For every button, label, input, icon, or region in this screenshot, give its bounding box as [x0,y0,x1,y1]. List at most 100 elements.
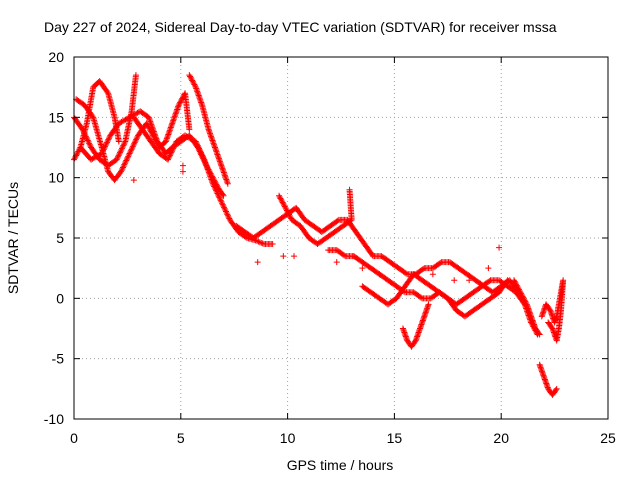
data-point [425,301,432,308]
data-point [220,202,227,209]
data-point [282,204,289,211]
y-tick-label: -10 [44,411,64,427]
data-point [115,153,122,160]
x-tick-label: 5 [177,430,185,446]
data-point [100,147,107,154]
data-point [190,80,197,87]
data-point [150,127,157,134]
data-point [179,168,186,175]
axis-ticks [73,56,609,420]
data-point [153,137,160,144]
data-point [147,120,154,127]
data-point [278,196,285,203]
data-point [211,183,218,190]
data-point [504,277,511,284]
data-point [119,144,126,151]
data-point [206,170,213,177]
data-point [204,165,211,172]
y-tick-label: 5 [56,230,64,246]
data-point [283,207,290,214]
data-point [199,152,206,159]
data-point [179,162,186,169]
data-point [179,95,186,102]
data-point [150,128,157,135]
data-point [253,238,260,245]
data-point [118,145,125,152]
data-point [82,133,89,140]
data-point [518,290,525,297]
data-point [103,140,110,147]
data-point [341,252,348,259]
data-point [84,137,91,144]
data-point [417,294,424,301]
y-tick-labels: -10 -5 0 5 10 15 20 [44,49,64,427]
data-point [546,306,553,313]
data-point [284,208,291,215]
data-point [132,138,139,145]
data-point [208,177,215,184]
data-point [224,211,231,218]
grid [74,57,608,419]
data-point [172,141,179,148]
data-point [278,198,285,205]
data-point [132,72,139,79]
x-tick-label: 20 [493,430,509,446]
data-point [193,139,200,146]
data-point [126,150,133,157]
data-point [283,206,290,213]
data-point [521,297,528,304]
data-point [166,152,173,159]
data-point [219,201,226,208]
data-point [217,197,224,204]
data-point [215,193,222,200]
data-point [195,144,202,151]
data-point [506,283,513,290]
data-point [485,265,492,272]
data-point [186,72,193,79]
data-point [147,118,154,125]
data-point [553,385,560,392]
data-point [152,134,159,141]
data-point [514,283,521,290]
data-point [512,279,519,286]
data-point [216,194,223,201]
data-point [125,153,132,160]
data-point [196,145,203,152]
data-point [214,190,221,197]
data-point [127,147,134,154]
data-point [516,287,523,294]
data-point [223,209,230,216]
data-point [496,244,503,251]
data-point [204,166,211,173]
data-point [552,387,559,394]
x-axis-label: GPS time / hours [287,457,394,473]
data-point [520,294,527,301]
data-point [215,191,222,198]
data-point [192,138,199,145]
data-point [255,238,262,245]
data-point [333,259,340,266]
data-point [212,186,219,193]
data-point [207,175,214,182]
data-point [511,278,518,285]
data-point [116,150,123,157]
data-point [219,200,226,207]
data-point [287,214,294,221]
data-point [119,164,126,171]
data-point [146,117,153,124]
data-point [520,296,527,303]
data-point [194,141,201,148]
data-point [402,270,409,277]
data-point [101,144,108,151]
data-point [276,194,283,201]
data-point [131,140,138,147]
data-point [151,129,158,136]
data-point [197,148,204,155]
data-point [201,156,208,163]
y-tick-label: -5 [52,351,65,367]
x-tick-label: 10 [280,430,296,446]
data-point [203,163,210,170]
data-point [72,153,79,160]
data-point [115,152,122,159]
data-point [98,150,105,157]
